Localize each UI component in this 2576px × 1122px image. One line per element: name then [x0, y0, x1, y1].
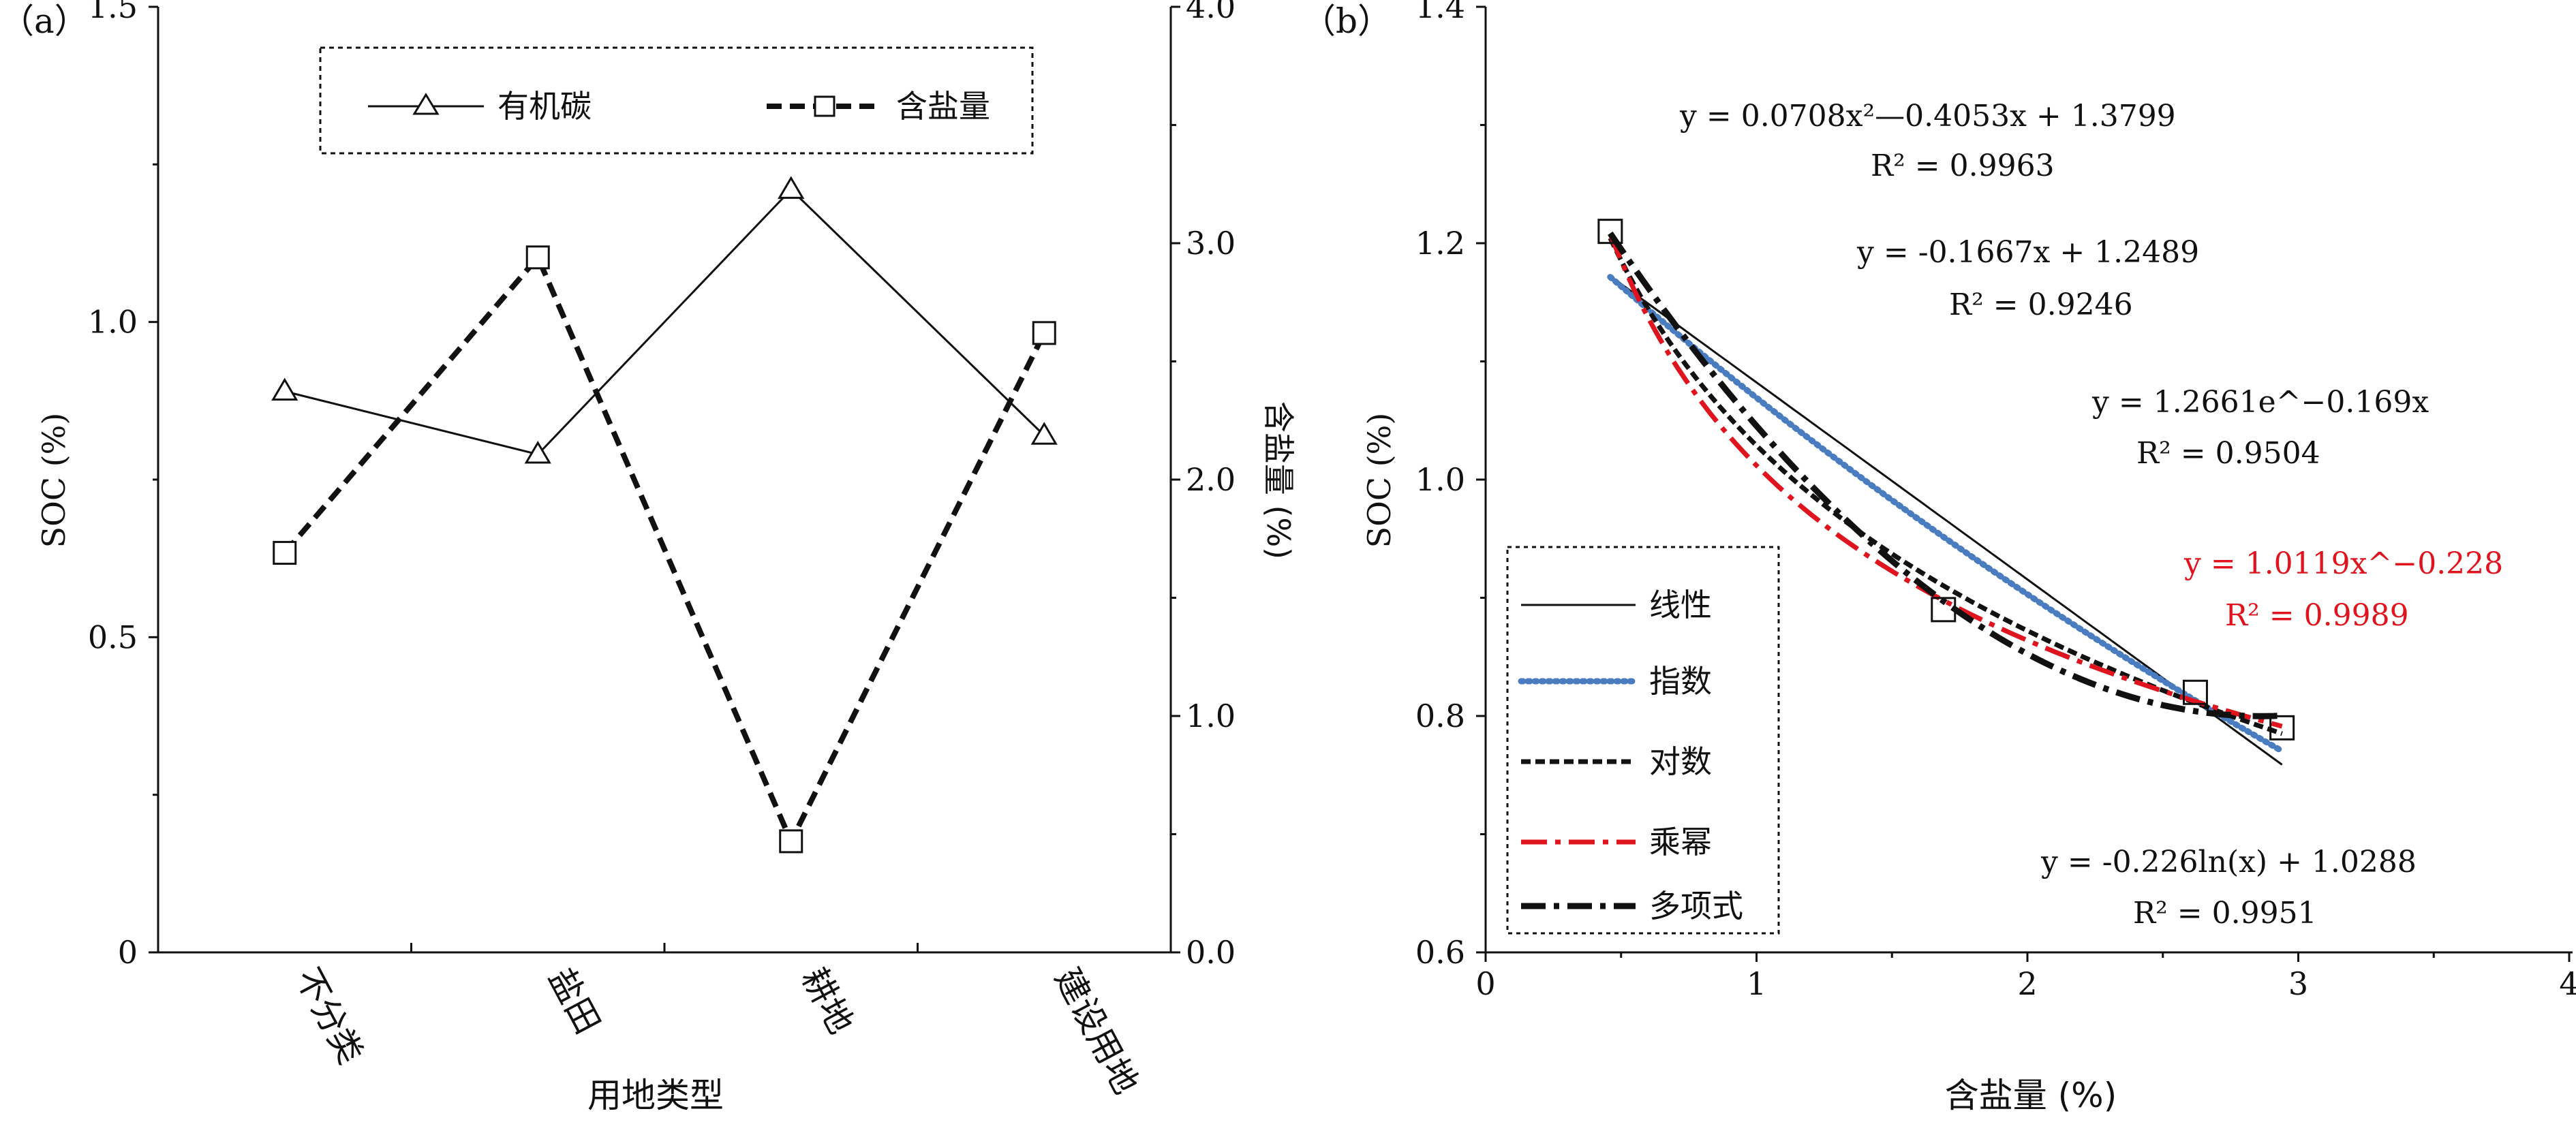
right-tick-label: 1.0: [1186, 698, 1236, 734]
panel-a-ylabel-right: 含盐量 (%): [1260, 401, 1297, 559]
salt-point-marker: [525, 245, 550, 270]
b-y-tick-label: 0.6: [1415, 934, 1465, 971]
legend-log-label: 对数: [1649, 743, 1712, 780]
panel-b-label: （b）: [1302, 1, 1392, 41]
category-label: 不分类: [288, 961, 371, 1070]
panel-a-xlabel: 用地类型: [587, 1076, 724, 1115]
legend-triangle-icon: [412, 93, 440, 115]
legend-exp-label: 指数: [1649, 663, 1712, 700]
legend-poly-label: 多项式: [1649, 888, 1743, 924]
b-x-tick-label: 4: [2559, 965, 2576, 1002]
category-label: 建设用地: [1047, 961, 1146, 1100]
panel-a-legend: 有机碳 含盐量: [319, 46, 1034, 155]
annotation-exp-eq: y = 1.2661e^−0.169x: [2091, 385, 2429, 420]
salt-series-line: [282, 252, 1047, 848]
salt-point-marker: [273, 541, 297, 565]
b-y-tick-label: 1.2: [1415, 225, 1465, 262]
panel-a-ylabel-left: SOC (%): [35, 413, 72, 548]
panel-b-annotations: y = 0.0708x²—0.4053x + 1.3799 R² = 0.996…: [1679, 99, 2503, 931]
left-tick-label: 1.0: [88, 304, 138, 341]
right-tick-label: 0.0: [1186, 934, 1236, 971]
left-tick-label: 0.5: [88, 619, 138, 655]
soc-point-marker: [524, 441, 551, 464]
legend-salt-label: 含盐量: [896, 88, 990, 125]
panel-a-legend-box: [319, 46, 1034, 155]
annotation-linear-eq: y = -0.1667x + 1.2489: [1856, 235, 2199, 270]
panel-b-xlabel: 含盐量 (%): [1945, 1076, 2117, 1115]
panel-b-y-ticks: 0.6 0.8 1.0 1.2 1.4: [1415, 0, 1486, 971]
annotation-log-eq: y = -0.226ln(x) + 1.0288: [2040, 845, 2417, 879]
soc-point-marker: [271, 377, 298, 401]
panel-b-fit-curves: [1607, 231, 2286, 766]
soc-point-marker: [778, 176, 805, 199]
right-tick-label: 2.0: [1186, 461, 1236, 498]
data-point-marker: [1597, 219, 1623, 245]
data-point-marker: [2269, 715, 2295, 741]
panel-a-label: （a）: [0, 1, 89, 41]
annotation-linear-r2: R² = 0.9246: [1949, 287, 2133, 322]
b-y-tick-label: 0.8: [1415, 698, 1465, 734]
panel-a-series: [271, 176, 1058, 854]
fit-curve-poly2: [1608, 231, 2282, 719]
panel-b-legend: 线性 指数 对数 乘幂 多项式: [1506, 546, 1780, 935]
b-x-tick-label: 2: [2017, 965, 2037, 1002]
panel-a-right-ticks: 0.0 1.0 2.0 3.0 4.0: [1171, 0, 1236, 971]
salt-point-marker: [779, 829, 803, 854]
category-label: 盐田: [541, 961, 608, 1040]
panel-b-points: [1597, 219, 2295, 741]
legend-linear-label: 线性: [1649, 587, 1712, 623]
b-x-tick-label: 3: [2288, 965, 2308, 1002]
fit-curve-log: [1608, 236, 2283, 736]
legend-square-icon: [814, 95, 835, 117]
soc-point-marker: [1030, 422, 1058, 445]
b-y-tick-label: 1.0: [1415, 461, 1465, 498]
soc-series-line: [284, 188, 1045, 456]
category-label: 耕地: [794, 961, 861, 1040]
b-x-tick-label: 0: [1475, 965, 1495, 1002]
salt-point-marker: [1032, 321, 1056, 345]
right-tick-label: 3.0: [1186, 225, 1236, 262]
annotation-power-eq: y = 1.0119x^−0.228: [2183, 546, 2503, 581]
annotation-exp-r2: R² = 0.9504: [2136, 436, 2320, 471]
annotation-poly-eq: y = 0.0708x²—0.4053x + 1.3799: [1679, 99, 2176, 134]
legend-soc-label: 有机碳: [497, 88, 592, 125]
panel-a: （a） 0 0.5 1.0 1.5 0.0 1.0 2.0 3.0 4.0 不分类 盐田 耕地 建设…: [0, 0, 1297, 1115]
annotation-poly-r2: R² = 0.9963: [1871, 149, 2055, 183]
panel-b-legend-box: [1506, 546, 1780, 935]
panel-b: （b） 0.6 0.8 1.0 1.2 1.4 0 1 2 3 4 SOC (%) 含盐量 (%…: [1302, 0, 2576, 1115]
data-point-marker: [1931, 597, 1957, 623]
annotation-power-r2: R² = 0.9989: [2225, 598, 2409, 633]
panel-b-ylabel: SOC (%): [1361, 413, 1398, 548]
left-tick-label: 0: [118, 934, 138, 971]
fit-curve-power: [1608, 232, 2283, 729]
left-tick-label: 1.5: [88, 0, 138, 25]
b-y-tick-label: 1.4: [1415, 0, 1465, 25]
panel-b-x-ticks: 0 1 2 3 4: [1475, 952, 2576, 1002]
fit-curve-exponential: [1607, 274, 2286, 754]
data-point-marker: [2182, 679, 2208, 705]
panel-a-left-ticks: 0 0.5 1.0 1.5: [88, 0, 158, 971]
legend-power-label: 乘幂: [1649, 824, 1712, 860]
annotation-log-r2: R² = 0.9951: [2133, 896, 2317, 931]
right-tick-label: 4.0: [1186, 0, 1236, 25]
b-x-tick-label: 1: [1747, 965, 1766, 1002]
